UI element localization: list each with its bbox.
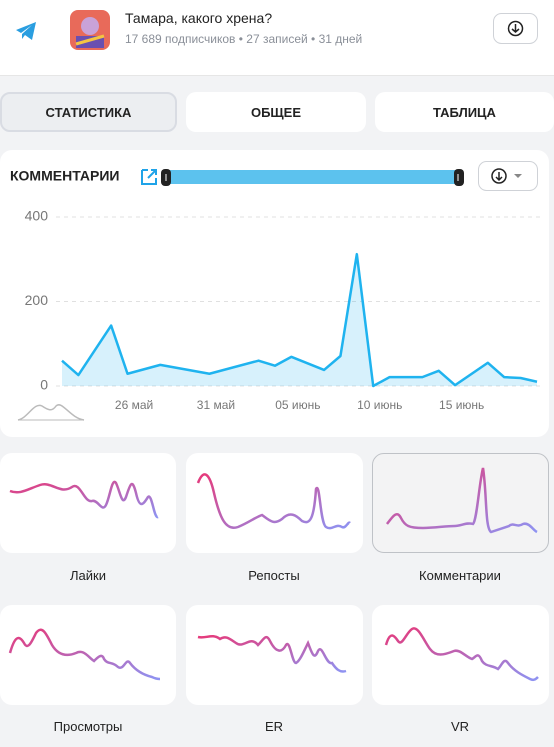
metric-card[interactable]	[186, 605, 363, 705]
telegram-icon[interactable]	[14, 20, 38, 42]
card-label: Лайки	[70, 568, 106, 583]
x-tick-label: 26 май	[115, 398, 153, 412]
avatar[interactable]	[70, 10, 110, 50]
header: Тамара, какого хрена? 17 689 подписчиков…	[0, 0, 554, 76]
card-label: Просмотры	[53, 719, 123, 734]
card-label: Комментарии	[419, 568, 501, 583]
tab[interactable]: ТАБЛИЦА	[375, 92, 554, 132]
metric-card[interactable]	[0, 605, 176, 705]
y-tick-label: 400	[25, 208, 49, 224]
tab[interactable]: СТАТИСТИКА	[0, 92, 177, 132]
channel-stats: 17 689 подписчиков • 27 записей • 31 дне…	[125, 32, 363, 46]
download-dropdown[interactable]	[478, 161, 538, 191]
card-label: VR	[450, 719, 470, 734]
external-link[interactable]	[141, 169, 157, 185]
card-label: ER	[264, 719, 284, 734]
chart-card	[0, 150, 549, 437]
metric-card[interactable]	[372, 605, 549, 705]
x-tick-label: 15 июнь	[439, 398, 484, 412]
metric-card[interactable]	[372, 453, 549, 553]
x-tick-label: 10 июнь	[357, 398, 402, 412]
mini-brush-icon	[17, 404, 85, 421]
area	[62, 254, 537, 386]
line	[61, 252, 538, 388]
tab[interactable]: ОБЩЕЕ	[186, 92, 366, 132]
metric-card[interactable]	[0, 453, 176, 553]
x-tick-label: 05 июнь	[275, 398, 320, 412]
range-slider[interactable]	[161, 169, 464, 186]
channel-title: Тамара, какого хрена?	[125, 10, 273, 26]
y-tick-label: 200	[25, 292, 49, 308]
chart: КОММЕНТАРИИ 0 200 400 26 май 31 май 05 июнь 10…	[10, 161, 540, 421]
chart-title: КОММЕНТАРИИ	[10, 168, 119, 184]
metric-card[interactable]	[186, 453, 363, 553]
x-tick-label: 31 май	[197, 398, 235, 412]
download-button[interactable]	[493, 13, 538, 44]
card-label: Репосты	[248, 568, 300, 583]
y-tick-label: 0	[40, 377, 48, 393]
